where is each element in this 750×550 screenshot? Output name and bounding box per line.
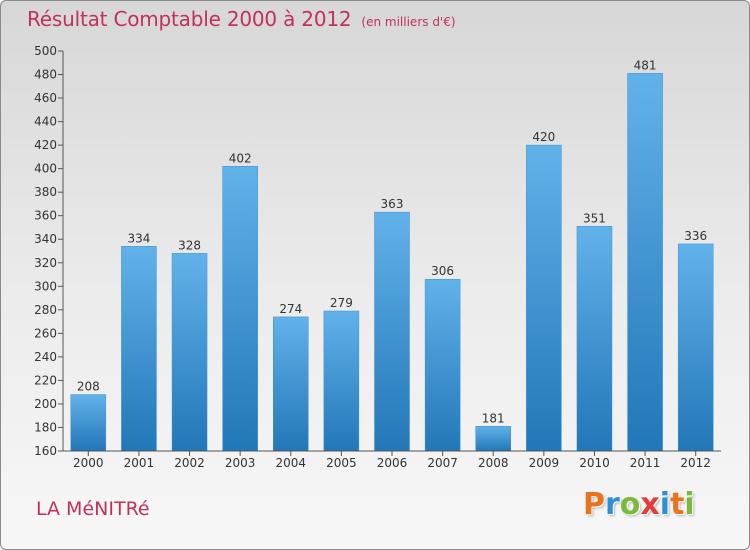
bar xyxy=(222,166,258,452)
bar-value-label: 328 xyxy=(178,238,201,252)
y-tick-label: 460 xyxy=(34,91,57,105)
y-tick-label: 380 xyxy=(34,185,57,199)
x-tick-label: 2007 xyxy=(427,456,458,470)
bar xyxy=(424,278,461,452)
y-tick-label: 260 xyxy=(34,326,57,340)
bar xyxy=(323,310,360,452)
x-tick-label: 2006 xyxy=(377,456,408,470)
bar xyxy=(576,226,613,452)
bar-value-label: 402 xyxy=(229,151,252,165)
logo-letter: i xyxy=(659,487,671,522)
bar xyxy=(677,243,714,452)
y-tick-label: 180 xyxy=(34,420,57,434)
bar-value-label: 208 xyxy=(77,380,100,394)
x-tick-label: 2009 xyxy=(529,456,560,470)
logo-letter: P xyxy=(583,487,605,522)
bar-value-label: 420 xyxy=(532,130,555,144)
bar-value-label: 274 xyxy=(279,302,302,316)
x-tick-label: 2012 xyxy=(680,456,711,470)
y-tick-label: 220 xyxy=(34,373,57,387)
bar xyxy=(475,426,511,452)
x-tick-label: 2001 xyxy=(124,456,155,470)
bar xyxy=(273,316,309,452)
bar xyxy=(526,144,562,452)
x-tick-label: 2002 xyxy=(174,456,205,470)
bar-value-label: 334 xyxy=(127,231,150,245)
chart-subtitle: (en milliers d'€) xyxy=(361,15,456,29)
x-tick-label: 2008 xyxy=(478,456,509,470)
bars: 208 334 328 402 274 279 363 306 181 420 351 481 336 xyxy=(70,58,714,452)
y-tick-label: 320 xyxy=(34,256,57,270)
y-tick-label: 280 xyxy=(34,303,57,317)
y-axis: 160 180 200 220 240 260 280 300 320 340 360 380 400 4… xyxy=(34,44,64,458)
logo-letter: t xyxy=(670,487,685,522)
y-tick-label: 500 xyxy=(34,44,57,58)
chart-title-block: Résultat Comptable 2000 à 2012 (en millie… xyxy=(27,7,456,31)
y-tick-label: 400 xyxy=(34,162,57,176)
logo-letter: i xyxy=(684,487,695,522)
bar xyxy=(374,211,410,452)
x-tick-label: 2005 xyxy=(326,456,357,470)
commune-name: LA MéNITRé xyxy=(36,498,150,520)
logo-letter: r xyxy=(605,487,620,522)
proxiti-logo: Proxiti xyxy=(583,487,695,522)
y-tick-label: 160 xyxy=(34,444,57,458)
bar xyxy=(70,394,107,452)
y-tick-label: 200 xyxy=(34,397,57,411)
logo-letter: o xyxy=(619,487,641,522)
y-tick-label: 240 xyxy=(34,350,57,364)
bar-value-label: 279 xyxy=(330,296,353,310)
x-tick-label: 2000 xyxy=(73,456,104,470)
y-tick-label: 360 xyxy=(34,209,57,223)
bar-value-label: 481 xyxy=(634,58,657,72)
y-tick-label: 420 xyxy=(34,138,57,152)
x-tick-label: 2011 xyxy=(630,456,661,470)
bar xyxy=(121,246,157,452)
bar-value-label: 306 xyxy=(431,264,454,278)
bar-value-label: 363 xyxy=(381,197,404,211)
bar xyxy=(627,73,663,452)
y-tick-label: 300 xyxy=(34,279,57,293)
y-tick-label: 440 xyxy=(34,115,57,129)
x-tick-label: 2003 xyxy=(225,456,256,470)
x-tick-label: 2010 xyxy=(579,456,610,470)
x-axis: 2000 2001 2002 2003 2004 2005 2006 2007 2008 2009… xyxy=(63,450,721,470)
chart-title: Résultat Comptable 2000 à 2012 xyxy=(27,7,352,31)
logo-letter: x xyxy=(640,487,660,522)
y-tick-label: 340 xyxy=(34,232,57,246)
bar-value-label: 351 xyxy=(583,211,606,225)
bar xyxy=(171,253,208,452)
y-tick-label: 480 xyxy=(34,68,57,82)
x-tick-label: 2004 xyxy=(275,456,306,470)
bar-value-label: 181 xyxy=(482,411,505,425)
bar-value-label: 336 xyxy=(684,229,707,243)
